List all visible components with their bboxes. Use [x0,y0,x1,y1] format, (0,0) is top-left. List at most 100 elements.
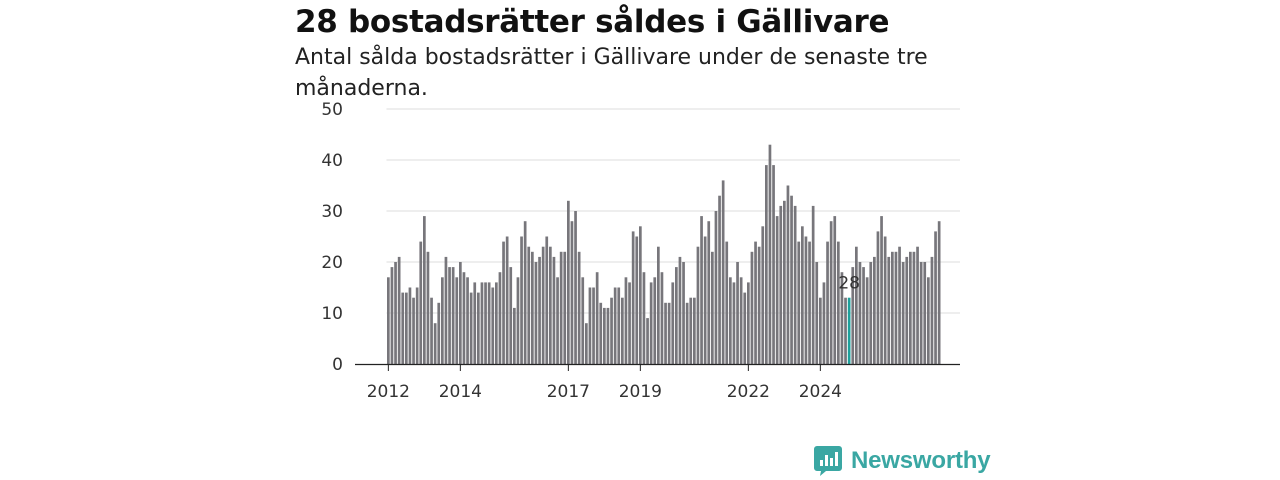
bar [469,292,473,364]
bar [826,241,829,364]
bar [556,277,559,364]
bar [711,251,714,364]
bar [459,262,462,364]
bar [610,297,613,364]
bar [390,267,394,364]
bar [855,246,858,364]
bar [466,277,469,364]
bar [513,307,516,364]
y-tick-label: 10 [321,304,343,324]
bar [628,282,631,364]
bar [786,185,790,364]
bar [523,221,527,364]
bar [441,277,444,364]
x-tick-label: 2019 [619,382,662,402]
bar [495,282,498,364]
bar [815,262,819,364]
bar [700,216,703,364]
bar [923,262,927,364]
bar [887,256,891,364]
bar [667,302,671,364]
bar [678,256,682,364]
bar [898,246,901,364]
bar [797,241,801,364]
bar [865,277,869,364]
bar [905,256,909,364]
newsworthy-logo[interactable]: Newsworthy [814,446,991,476]
bar [696,246,700,364]
bar [858,262,862,364]
bar [804,236,808,364]
bar [509,267,513,364]
bar [592,287,595,364]
bar [837,241,840,364]
bar [581,277,585,364]
bar [448,267,451,364]
x-tick-label: 2017 [547,382,590,402]
bar [639,226,642,364]
bar [585,323,588,364]
bar [397,256,401,364]
bar [779,205,783,364]
x-tick-label: 2024 [799,382,842,402]
bar [473,282,477,364]
bar [574,211,577,364]
bar [433,323,437,364]
y-tick-label: 20 [321,253,343,273]
bar [682,262,685,364]
bar [919,262,923,364]
bar [703,236,707,364]
bar [880,216,883,364]
bar [649,282,653,364]
bar [595,272,599,364]
bar [621,297,624,364]
bar [736,262,739,364]
bar [549,246,552,364]
bar [570,221,574,364]
bar [739,277,743,364]
x-tick-label: 2022 [727,382,770,402]
bar [765,165,768,364]
bar [531,251,534,364]
bar [927,277,930,364]
bar [894,251,898,364]
bar [534,262,538,364]
bar [750,251,754,364]
chart-title: 28 bostadsrätter såldes i Gällivare [295,4,890,40]
bar [808,241,811,364]
bar [624,277,628,364]
bar [588,287,592,364]
bar [718,195,721,364]
bar [754,241,757,364]
bar [559,251,563,364]
bar [768,144,772,364]
bar [462,272,466,364]
bar [772,165,775,364]
bar [635,236,639,364]
y-tick-label: 40 [321,151,343,171]
bar [714,211,718,364]
bar [541,246,545,364]
highlight-annotation: 28 [838,274,860,294]
bar [819,297,822,364]
bar [747,282,750,364]
bar [783,200,786,364]
bar [498,272,502,364]
x-axis: 2012 2014 2017 2019 2022 2024 [355,363,960,402]
bar [729,277,732,364]
chart-subtitle: Antal sålda bostadsrätter i Gällivare un… [295,45,928,101]
bar [577,251,581,364]
bar [646,318,649,364]
bar [408,287,412,364]
bar [484,282,487,364]
bar [502,241,505,364]
bar [642,272,646,364]
bar [603,307,606,364]
bar [790,195,793,364]
x-tick-label: 2014 [439,382,482,402]
bar [829,221,833,364]
bar [930,256,934,364]
bar [851,267,855,364]
y-axis-ticks: 0 10 20 30 40 50 [321,100,343,375]
